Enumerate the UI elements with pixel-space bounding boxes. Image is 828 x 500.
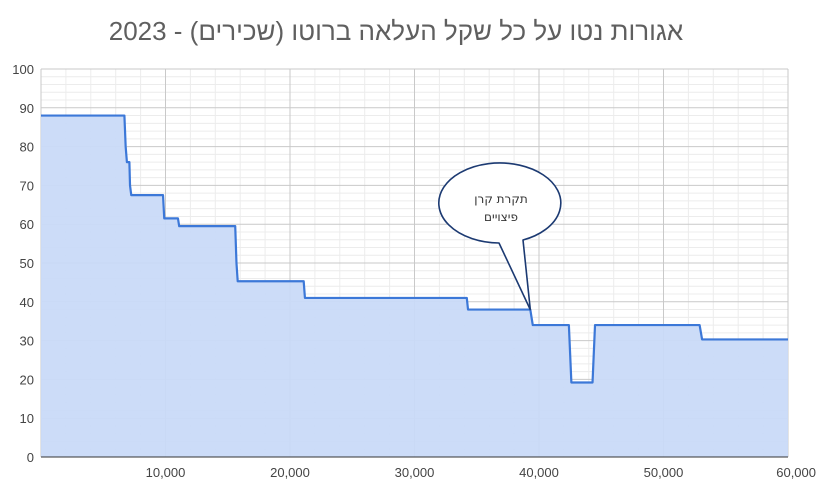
area-layer [41,114,788,458]
chart-title: אגורות נטו על כל שקל העלאה ברוטו (שכירים… [109,16,684,46]
y-tick-label: 60 [20,217,34,232]
y-tick-label: 90 [20,101,34,116]
y-tick-label: 80 [20,140,34,155]
series-line [41,114,788,384]
callout-line-1: תקרת קרן [474,192,527,206]
y-tick-label: 40 [20,295,34,310]
callout: תקרת קרן פיצויים [438,162,562,311]
y-tick-label: 50 [20,256,34,271]
y-tick-label: 20 [20,372,34,387]
callout-bubble [438,162,562,311]
x-tick-label: 20,000 [270,465,310,480]
x-tick-label: 40,000 [519,465,559,480]
x-tick-label: 10,000 [146,465,186,480]
callout-line-2: פיצויים [484,210,518,224]
y-tick-label: 10 [20,411,34,426]
y-axis: 0 10 20 30 40 50 60 70 80 90 100 [12,62,34,465]
x-tick-label: 60,000 [776,465,816,480]
area-fill [41,115,788,457]
y-tick-label: 100 [12,62,34,77]
y-tick-label: 70 [20,178,34,193]
x-tick-label: 50,000 [644,465,684,480]
x-axis: 10,000 20,000 30,000 40,000 50,000 60,000 [146,465,816,480]
y-tick-label: 0 [27,450,34,465]
y-tick-label: 30 [20,334,34,349]
x-tick-label: 30,000 [395,465,435,480]
